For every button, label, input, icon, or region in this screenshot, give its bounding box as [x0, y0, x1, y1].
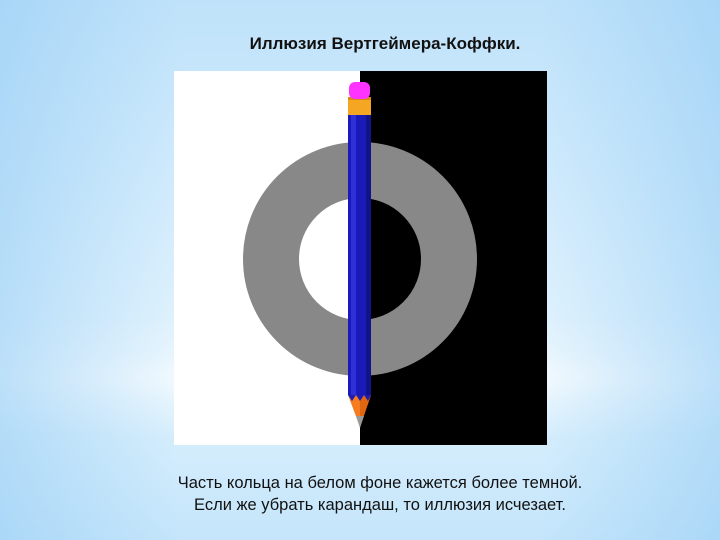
- pencil-ferrule: [348, 97, 371, 115]
- background-glow-right: [540, 0, 720, 540]
- slide-caption: Часть кольца на белом фоне кажется более…: [0, 472, 720, 516]
- pencil-lead: [356, 416, 364, 428]
- pencil-eraser: [349, 82, 370, 99]
- illusion-svg: [174, 71, 547, 445]
- slide-title-text: Иллюзия Вертгеймера-Коффки.: [249, 34, 521, 53]
- pencil-tip-serration: [348, 395, 371, 401]
- caption-line-1: Часть кольца на белом фоне кажется более…: [177, 474, 583, 492]
- illusion-figure: [174, 71, 547, 445]
- caption-line-2: Если же убрать карандаш, то иллюзия исче…: [194, 496, 566, 514]
- slide-title: Иллюзия Вертгеймера-Коффки.: [0, 34, 720, 54]
- pencil-body-highlight: [351, 113, 356, 395]
- background-glow-left: [0, 0, 180, 540]
- pencil-icon: [348, 82, 371, 428]
- pencil-body-shadow: [366, 113, 371, 395]
